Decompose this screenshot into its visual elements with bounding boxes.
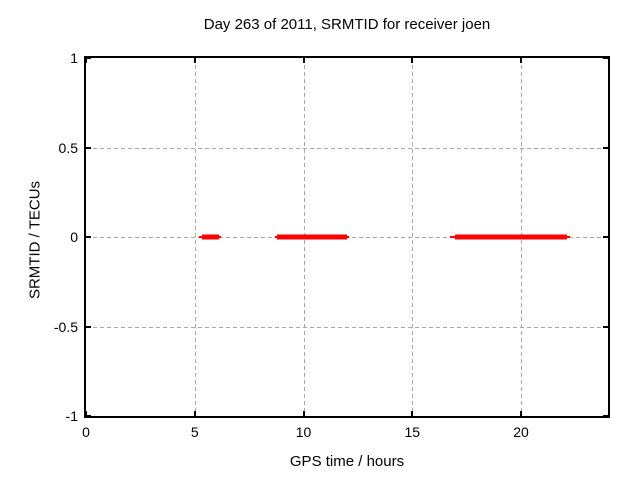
y-tick-mark bbox=[603, 236, 608, 238]
y-tick-label: -0.5 bbox=[53, 318, 78, 335]
y-tick-mark bbox=[86, 57, 91, 59]
x-axis-label: GPS time / hours bbox=[289, 453, 405, 470]
data-segment bbox=[277, 234, 347, 240]
x-tick-label: 15 bbox=[404, 424, 421, 440]
x-tick-mark bbox=[193, 411, 196, 416]
x-tick-mark bbox=[85, 411, 87, 416]
x-tick-label: 0 bbox=[82, 424, 90, 440]
y-tick-mark bbox=[86, 146, 91, 149]
y-axis-label: SRMTID / TECUs bbox=[26, 180, 44, 300]
x-tick-mark bbox=[411, 411, 414, 416]
data-segment bbox=[202, 234, 219, 240]
y-tick-mark bbox=[603, 415, 608, 417]
y-tick-mark bbox=[603, 146, 608, 149]
plot-area: 0 5 10 15 20 1 0.5 0 -0.5 -1 bbox=[54, 51, 610, 439]
data-segment bbox=[454, 234, 567, 240]
x-tick-mark bbox=[193, 58, 196, 63]
y-gridline bbox=[86, 326, 608, 328]
y-tick-mark bbox=[86, 415, 91, 417]
x-tick-mark bbox=[302, 58, 305, 63]
x-tick-mark bbox=[411, 58, 414, 63]
y-gridline bbox=[86, 147, 608, 149]
y-tick-mark bbox=[86, 325, 91, 328]
x-tick-mark bbox=[85, 58, 87, 63]
x-tick-mark bbox=[520, 411, 522, 416]
x-tick-mark bbox=[302, 411, 305, 416]
x-tick-label: 20 bbox=[513, 424, 529, 440]
y-tick-mark bbox=[603, 57, 608, 59]
y-tick-label: -1 bbox=[65, 408, 78, 424]
x-tick-mark bbox=[520, 58, 522, 63]
x-tick-label: 5 bbox=[190, 424, 199, 440]
y-tick-label: 0.5 bbox=[58, 139, 78, 156]
y-tick-label: 0 bbox=[70, 229, 78, 245]
chart-title: Day 263 of 2011, SRMTID for receiver joe… bbox=[203, 16, 491, 33]
y-tick-mark bbox=[603, 325, 608, 328]
x-tick-label: 10 bbox=[295, 424, 312, 440]
y-tick-label: 1 bbox=[70, 50, 78, 66]
y-tick-mark bbox=[86, 236, 91, 238]
